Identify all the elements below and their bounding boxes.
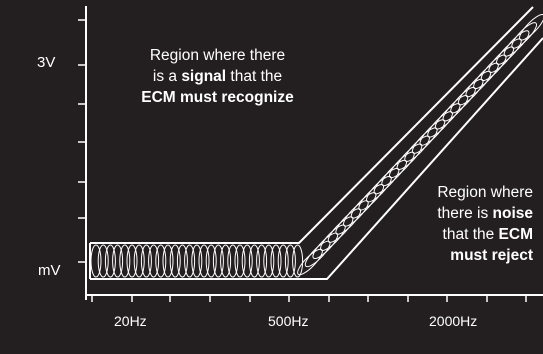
rising-band-loop [297, 248, 323, 276]
flat-band-loop [133, 244, 145, 278]
rising-band-loop [304, 240, 331, 268]
x-label-20hz: 20Hz [114, 313, 147, 329]
noise-region-text: Region where [437, 184, 533, 201]
rising-band-loop [473, 62, 499, 90]
flat-band-loop [184, 244, 196, 278]
flat-band-loop [162, 244, 174, 278]
flat-band-loop [198, 244, 210, 278]
threshold-band [89, 6, 543, 280]
y-label-3v: 3V [37, 54, 56, 71]
flat-band-loop [241, 244, 253, 278]
flat-band-loop [212, 244, 224, 278]
rising-band-loop [511, 22, 538, 49]
noise-region-line: there is noise [393, 203, 533, 224]
band-upper-edge [90, 6, 534, 244]
flat-band-loop [234, 244, 246, 278]
rising-band-loop [388, 151, 415, 179]
signal-region-line: Region where there [120, 45, 315, 66]
rising-band-loop [419, 119, 446, 146]
flat-band-loop [284, 244, 296, 278]
signal-region-label: Region where there is a signal that the EC… [120, 45, 315, 108]
flat-band-loop [248, 244, 260, 278]
noise-region-line: must reject [393, 245, 533, 266]
flat-band-loop [97, 244, 109, 278]
rising-band-loop [396, 143, 423, 170]
flat-band-loop [292, 244, 304, 278]
band-lower-edge [90, 37, 543, 280]
flat-band-loop [227, 244, 239, 278]
rising-band-loop [465, 70, 492, 98]
flat-band-loop [126, 244, 138, 278]
signal-region-line: ECM must recognize [120, 87, 315, 108]
flat-band-loop [256, 244, 268, 278]
rising-band-loop [427, 111, 453, 138]
noise-region-emphasis: ECM [498, 226, 533, 243]
flat-band-loop [270, 244, 282, 278]
rising-band-loop [350, 192, 377, 219]
flat-band-loop [263, 244, 275, 278]
rising-band-loop [312, 232, 339, 260]
signal-region-text: Region where there [149, 47, 286, 64]
flat-band-loop [277, 244, 289, 278]
noise-region-text: that the [442, 226, 499, 243]
rising-band-loop [442, 95, 469, 122]
flat-band-loop [176, 244, 188, 278]
x-label-2000hz: 2000Hz [429, 313, 478, 329]
flat-band-loop [104, 244, 116, 278]
flat-band-loop [148, 244, 160, 278]
rising-band-loop [404, 135, 430, 162]
signal-region-line: is a signal that the [120, 66, 315, 87]
flat-band-loop [220, 244, 232, 278]
noise-region-line: Region where [393, 182, 533, 203]
flat-band-loop [119, 244, 131, 278]
rising-band-loop [335, 208, 362, 235]
y-label-mv: mV [38, 262, 61, 279]
noise-region-line: that the ECM [393, 224, 533, 245]
flat-band-loop [191, 244, 203, 278]
rising-band-loop [457, 78, 484, 106]
signal-region-text: is a [152, 68, 182, 85]
axes [78, 6, 543, 302]
rising-band-loop [496, 38, 522, 65]
rising-band-loop [480, 54, 507, 82]
flat-band-loop [112, 244, 124, 278]
flat-band-loop [205, 244, 217, 278]
noise-region-emphasis: noise [492, 205, 533, 222]
noise-region-emphasis: must reject [450, 247, 533, 264]
rising-band-loop [358, 184, 385, 211]
rising-band-loop [411, 127, 438, 154]
x-label-500hz: 500Hz [268, 313, 309, 329]
signal-region-emphasis: signal [181, 68, 227, 85]
flat-band-loop [169, 244, 181, 278]
noise-region-text: there is [437, 205, 493, 222]
signal-region-emphasis: ECM must recognize [141, 89, 294, 106]
flat-band-loop [155, 244, 167, 278]
rising-band-loop [327, 216, 354, 243]
rising-band-loop [366, 175, 392, 203]
rising-band-loop [320, 224, 346, 251]
rising-band-loop [518, 14, 543, 41]
signal-region-text: that the [226, 68, 283, 85]
flat-band-loop [140, 244, 152, 278]
rising-band-loop [488, 46, 515, 73]
band-hatching [90, 14, 543, 278]
rising-band-loop [373, 167, 400, 195]
rising-band-loop [343, 200, 369, 227]
rising-band-loop [503, 30, 530, 57]
rising-band-loop [381, 159, 408, 187]
noise-region-label: Region where there is noise that the ECM mu… [393, 182, 533, 266]
rising-band-loop [450, 86, 476, 114]
